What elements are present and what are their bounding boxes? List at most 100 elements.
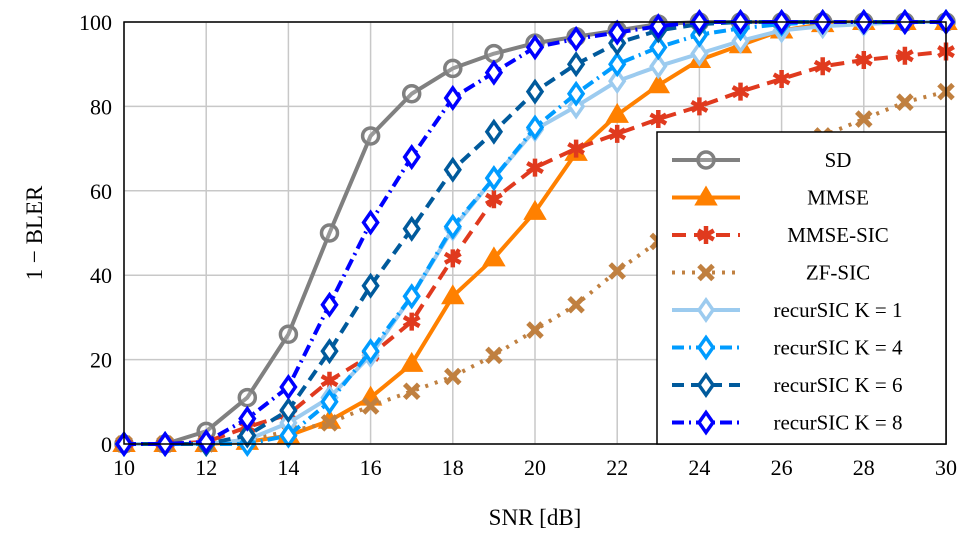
legend-marker bbox=[696, 150, 716, 170]
data-point bbox=[485, 346, 503, 365]
data-point bbox=[525, 34, 545, 61]
series-line bbox=[124, 49, 947, 446]
data-point bbox=[566, 25, 586, 52]
legend-entry: recurSIC K = 1 bbox=[672, 296, 903, 324]
data-point bbox=[441, 284, 465, 305]
legend-entry: MMSE-SIC bbox=[672, 223, 889, 247]
x-tick-label: 12 bbox=[195, 455, 217, 480]
data-point bbox=[444, 367, 462, 386]
data-point bbox=[525, 114, 545, 141]
data-point bbox=[401, 83, 422, 104]
data-point bbox=[402, 382, 421, 401]
data-point bbox=[320, 414, 339, 432]
legend-label: MMSE bbox=[807, 186, 869, 210]
data-point bbox=[649, 110, 668, 129]
x-tick-label: 22 bbox=[606, 455, 628, 480]
data-point bbox=[895, 46, 914, 65]
legend-entry: SD bbox=[672, 148, 851, 172]
data-point bbox=[279, 422, 298, 449]
data-point bbox=[608, 51, 627, 78]
data-point bbox=[484, 190, 503, 209]
data-point bbox=[525, 78, 545, 105]
legend-marker bbox=[696, 371, 716, 399]
legend-label: ZF-SIC bbox=[806, 261, 870, 285]
data-point bbox=[320, 388, 339, 415]
legend-entry: ZF-SIC bbox=[672, 261, 870, 285]
legend-entry: recurSIC K = 8 bbox=[672, 409, 903, 436]
data-point bbox=[402, 215, 421, 242]
x-tick-label: 14 bbox=[277, 455, 299, 480]
data-point bbox=[566, 80, 586, 107]
x-tick-label: 30 bbox=[935, 455, 957, 480]
data-point bbox=[238, 405, 257, 432]
data-point bbox=[567, 295, 585, 314]
legend-label: recurSIC K = 4 bbox=[773, 336, 903, 360]
legend: SD MMSE MMSE-SIC ZF-SIC recurSIC K = 1 recurS… bbox=[656, 131, 947, 445]
data-point bbox=[855, 110, 873, 128]
legend-label: SD bbox=[825, 148, 852, 172]
data-point bbox=[523, 199, 547, 220]
legend-marker bbox=[694, 185, 718, 206]
data-point bbox=[813, 57, 832, 76]
data-point bbox=[443, 156, 462, 183]
y-tick-label: 80 bbox=[90, 94, 112, 119]
legend-label: recurSIC K = 6 bbox=[773, 373, 902, 397]
data-point bbox=[361, 397, 380, 415]
data-point bbox=[278, 324, 299, 345]
data-point bbox=[402, 283, 421, 310]
data-point bbox=[854, 50, 873, 69]
data-point bbox=[646, 73, 671, 94]
x-tick-label: 24 bbox=[688, 455, 710, 480]
y-tick-label: 0 bbox=[101, 432, 112, 457]
data-point bbox=[608, 124, 627, 143]
data-point bbox=[360, 126, 381, 146]
data-point bbox=[484, 118, 504, 145]
y-tick-label: 100 bbox=[79, 10, 112, 35]
data-point bbox=[399, 351, 424, 372]
data-point bbox=[608, 68, 627, 95]
data-point bbox=[608, 262, 626, 280]
x-tick-label: 16 bbox=[360, 455, 382, 480]
data-point bbox=[484, 165, 504, 192]
data-point bbox=[238, 422, 257, 449]
x-tick-label: 26 bbox=[771, 455, 793, 480]
legend-marker bbox=[696, 296, 716, 324]
x-axis-label: SNR [dB] bbox=[489, 505, 582, 530]
x-tick-label: 18 bbox=[442, 455, 464, 480]
data-point bbox=[608, 19, 627, 46]
legend-marker bbox=[696, 334, 716, 361]
data-point bbox=[567, 139, 586, 158]
tick-labels: 10 12 14 16 18 20 22 24 26 28 30 0 20 40 60 80 100 bbox=[79, 10, 957, 480]
data-point bbox=[443, 84, 462, 112]
data-point bbox=[649, 13, 668, 40]
data-point bbox=[279, 397, 298, 424]
data-point bbox=[484, 59, 504, 86]
y-tick-label: 20 bbox=[90, 348, 112, 373]
data-point bbox=[526, 158, 544, 177]
x-tick-label: 10 bbox=[113, 455, 135, 480]
legend-marker bbox=[697, 263, 715, 282]
legend-box bbox=[656, 131, 947, 445]
data-point bbox=[402, 312, 421, 331]
data-point bbox=[361, 338, 380, 365]
data-point bbox=[484, 43, 504, 64]
data-point bbox=[237, 387, 258, 408]
data-point bbox=[649, 34, 668, 61]
data-point bbox=[361, 209, 380, 236]
legend-label: recurSIC K = 8 bbox=[773, 411, 902, 435]
data-point bbox=[605, 102, 629, 123]
data-point bbox=[443, 249, 462, 268]
data-point bbox=[690, 97, 709, 116]
data-point bbox=[731, 82, 750, 101]
data-point bbox=[320, 338, 339, 365]
series-group bbox=[112, 8, 958, 458]
data-point bbox=[772, 69, 791, 88]
data-point bbox=[482, 246, 506, 267]
legend-marker bbox=[697, 226, 715, 244]
data-point bbox=[690, 40, 709, 67]
y-axis-label: 1 − BLER bbox=[22, 185, 47, 280]
data-point bbox=[320, 291, 339, 318]
y-tick-label: 60 bbox=[90, 179, 112, 204]
